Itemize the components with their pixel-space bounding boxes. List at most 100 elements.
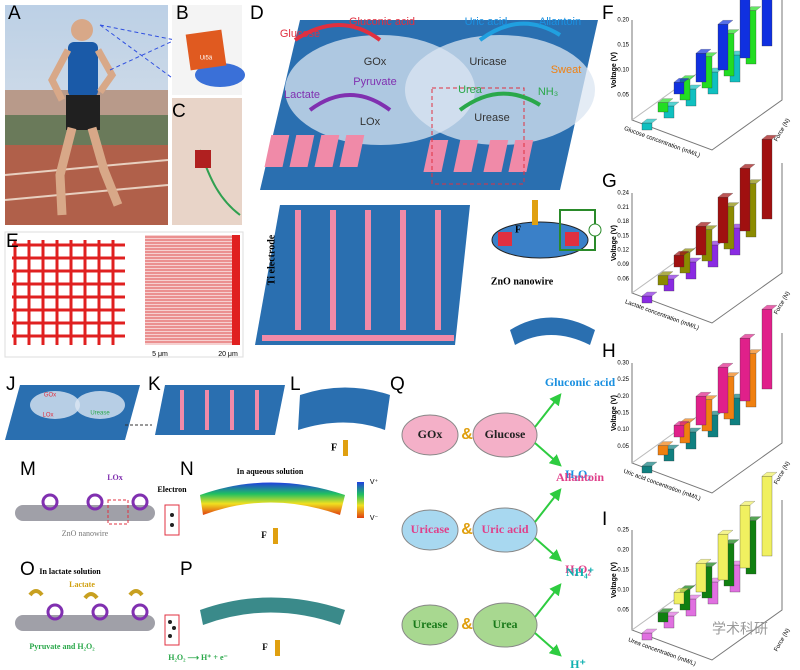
y-tick-label: 0.10 bbox=[617, 588, 629, 594]
product-arrow bbox=[534, 442, 562, 467]
y-tick-label: 0.05 bbox=[617, 444, 629, 450]
bar-3d bbox=[739, 0, 751, 59]
bar-3d bbox=[641, 122, 653, 131]
pad bbox=[423, 140, 449, 172]
electron-dot bbox=[168, 634, 172, 638]
d-label: Pyruvate bbox=[353, 76, 396, 88]
panel-letter: D bbox=[250, 3, 264, 24]
finger bbox=[195, 63, 245, 87]
electron-dot bbox=[168, 620, 172, 624]
label: H₂O₂ bbox=[565, 467, 591, 481]
bar-top bbox=[641, 461, 658, 467]
d-label: Uric acid bbox=[465, 16, 508, 28]
d-label: Gluconic acid bbox=[349, 16, 415, 28]
pointer-lines bbox=[99, 24, 176, 81]
reaction-arrow bbox=[458, 91, 542, 112]
e-pattern bbox=[12, 240, 125, 345]
panel-letter: I bbox=[602, 509, 607, 530]
axis-label: Force (N) bbox=[774, 118, 792, 143]
label: GOx bbox=[44, 393, 56, 399]
bar-top bbox=[657, 98, 674, 103]
axis-label: Voltage (V) bbox=[611, 562, 618, 598]
bar-top bbox=[717, 363, 734, 368]
label: Glucose bbox=[485, 427, 526, 441]
curved-device bbox=[510, 317, 595, 345]
label: V⁻ bbox=[370, 515, 379, 522]
electrode bbox=[435, 210, 441, 330]
label: & bbox=[461, 521, 473, 538]
panel-letter: B bbox=[176, 3, 189, 24]
pad bbox=[453, 140, 479, 172]
j-cell bbox=[75, 391, 125, 419]
runner-shorts bbox=[66, 95, 100, 130]
chart-frame bbox=[631, 0, 783, 151]
y-tick-label: 0.05 bbox=[617, 608, 629, 614]
bar-3d bbox=[739, 505, 751, 569]
panel-letter: G bbox=[602, 171, 617, 192]
y-tick-label: 0.06 bbox=[617, 276, 629, 282]
y-tick-label: 0.05 bbox=[617, 93, 629, 99]
bar-3d bbox=[717, 534, 729, 581]
meter bbox=[588, 223, 602, 237]
product-arrow bbox=[534, 488, 562, 523]
electrode-bar bbox=[262, 335, 454, 341]
lactate bbox=[83, 592, 99, 600]
panel-letter: O bbox=[20, 559, 35, 580]
electron-dot bbox=[170, 513, 174, 517]
label: V⁺ bbox=[370, 479, 379, 486]
substrate-blob bbox=[472, 412, 538, 458]
panel-letter: C bbox=[172, 101, 186, 122]
d-label: Allantoin bbox=[539, 16, 581, 28]
bar-top bbox=[695, 559, 712, 564]
bar-top bbox=[657, 271, 674, 276]
bar-3d bbox=[657, 445, 669, 456]
axis-label: Force (N) bbox=[774, 461, 792, 486]
y-tick-label: 0.10 bbox=[617, 427, 629, 433]
select-box bbox=[107, 499, 129, 525]
y-tick-label: 0.30 bbox=[617, 361, 629, 367]
pad bbox=[264, 135, 290, 167]
label: Uric acid bbox=[482, 522, 529, 536]
pad bbox=[339, 135, 365, 167]
substrate-blob bbox=[472, 602, 538, 648]
runner-legs bbox=[55, 126, 123, 216]
label: In aqueous solution bbox=[237, 467, 304, 476]
bar-3d bbox=[739, 338, 751, 402]
y-tick-label: 0.18 bbox=[617, 219, 629, 225]
e-pattern bbox=[12, 240, 125, 345]
axis-label: Force (N) bbox=[774, 291, 792, 316]
label: LOx bbox=[107, 473, 123, 482]
bar-top bbox=[739, 164, 756, 169]
label: H⁺ bbox=[570, 657, 586, 670]
electrode bbox=[230, 390, 234, 430]
bar-3d bbox=[641, 465, 653, 474]
bar-top bbox=[761, 472, 778, 477]
label: Gluconic acid bbox=[545, 375, 616, 389]
y-tick-label: 0.20 bbox=[617, 18, 629, 24]
bar-top bbox=[761, 135, 778, 140]
electrode bbox=[180, 390, 184, 430]
panel-letter: P bbox=[180, 559, 193, 580]
product-arrow bbox=[534, 632, 562, 657]
bar-3d bbox=[641, 632, 653, 641]
label: F bbox=[262, 642, 268, 652]
label: GOx bbox=[418, 427, 443, 441]
product-arrow bbox=[534, 393, 562, 428]
y-tick-label: 0.15 bbox=[617, 233, 629, 239]
reaction-arrow bbox=[308, 93, 392, 112]
lactate bbox=[28, 589, 44, 597]
y-tick-label: 0.10 bbox=[617, 68, 629, 74]
p-wire bbox=[200, 597, 345, 625]
y-tick-label: 0.25 bbox=[617, 377, 629, 383]
runner-head bbox=[71, 19, 93, 41]
bar-top bbox=[673, 251, 690, 256]
bar-3d bbox=[657, 612, 669, 623]
electrode bbox=[295, 210, 301, 330]
d-label: ZnO nanowire bbox=[491, 276, 554, 287]
e-bus bbox=[232, 235, 240, 345]
electrode bbox=[400, 210, 406, 330]
bar-top bbox=[657, 441, 674, 446]
e-pattern bbox=[12, 240, 125, 345]
enzyme bbox=[86, 493, 104, 511]
bar-top bbox=[695, 222, 712, 227]
